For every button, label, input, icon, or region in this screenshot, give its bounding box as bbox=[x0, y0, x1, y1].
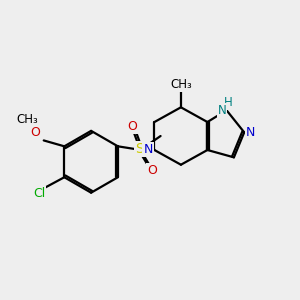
Text: S: S bbox=[136, 142, 144, 156]
Text: O: O bbox=[30, 126, 40, 139]
Text: CH₃: CH₃ bbox=[170, 78, 192, 91]
Text: Cl: Cl bbox=[33, 187, 45, 200]
Text: O: O bbox=[128, 120, 137, 133]
Text: O: O bbox=[147, 164, 157, 177]
Text: N: N bbox=[218, 104, 226, 117]
Text: CH₃: CH₃ bbox=[17, 113, 38, 126]
Text: H: H bbox=[224, 96, 233, 109]
Text: N: N bbox=[143, 143, 153, 157]
Text: N: N bbox=[246, 126, 255, 139]
